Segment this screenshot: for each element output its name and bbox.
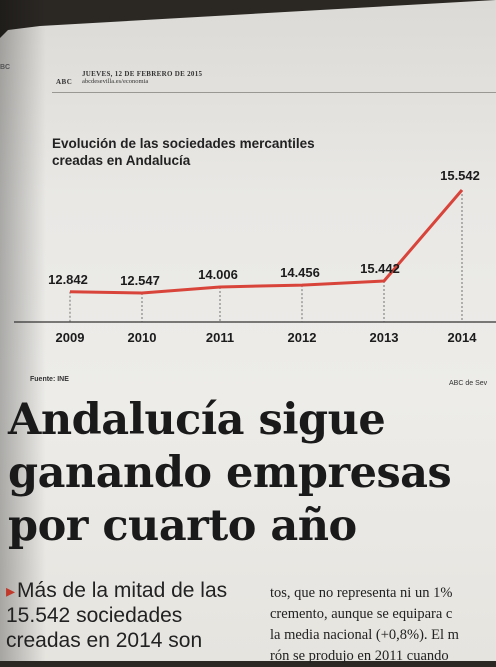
facing-page-edge-text: BC: [0, 64, 11, 71]
chart-credit: ABC de Sev: [449, 380, 488, 387]
lead-line: 15.542 sociedades: [6, 604, 183, 627]
newspaper-logo: ABC: [56, 78, 73, 86]
chart-title-line: Evolución de las sociedades mercantiles: [52, 136, 315, 151]
header-url: abcdesevilla.es/economia: [82, 78, 149, 85]
bullet-arrow-icon: ▸: [6, 581, 16, 601]
article-lead: ▸Más de la mitad de las 15.542 sociedade…: [6, 578, 258, 653]
x-tick-label: 2009: [56, 330, 85, 345]
chart-title-line: creadas en Andalucía: [52, 153, 191, 168]
x-tick-label: 2012: [288, 330, 317, 345]
data-label: 15.542: [440, 168, 480, 183]
data-label: 15.442: [360, 261, 400, 276]
data-label: 14.456: [280, 265, 320, 280]
x-tick-label: 2011: [206, 330, 234, 345]
article-body: tos, que no representa ni un 1% cremento…: [270, 583, 496, 667]
data-label: 12.842: [48, 272, 88, 287]
chart-source: Fuente: INE: [30, 376, 69, 383]
x-tick-label: 2010: [128, 330, 157, 345]
lead-line: Más de la mitad de las: [17, 579, 228, 602]
body-line: la media nacional (+0,8%). El m: [270, 627, 459, 643]
x-tick-label: 2013: [370, 330, 399, 345]
body-line: tos, que no representa ni un 1%: [270, 585, 453, 601]
header-rule: [52, 92, 496, 93]
body-line: cremento, aunque se equipara c: [270, 606, 453, 622]
lead-line: creadas en 2014 son: [6, 629, 203, 652]
page-shadow: [0, 0, 46, 661]
headline-line: por cuarto año: [8, 501, 357, 551]
headline-line: Andalucía sigue: [8, 395, 386, 445]
headline-line: ganando empresas: [8, 448, 452, 498]
header-date: JUEVES, 12 DE FEBRERO DE 2015: [82, 70, 203, 78]
body-line: rón se produjo en 2011 cuando: [270, 648, 449, 664]
series-line: [69, 189, 464, 295]
data-label: 14.006: [198, 267, 238, 282]
x-tick-label: 2014: [448, 330, 478, 345]
article-headline: Andalucía sigue ganando empresas por cua…: [8, 394, 496, 553]
data-label: 12.547: [120, 273, 160, 288]
chart-title: Evolución de las sociedades mercantiles …: [52, 135, 382, 169]
